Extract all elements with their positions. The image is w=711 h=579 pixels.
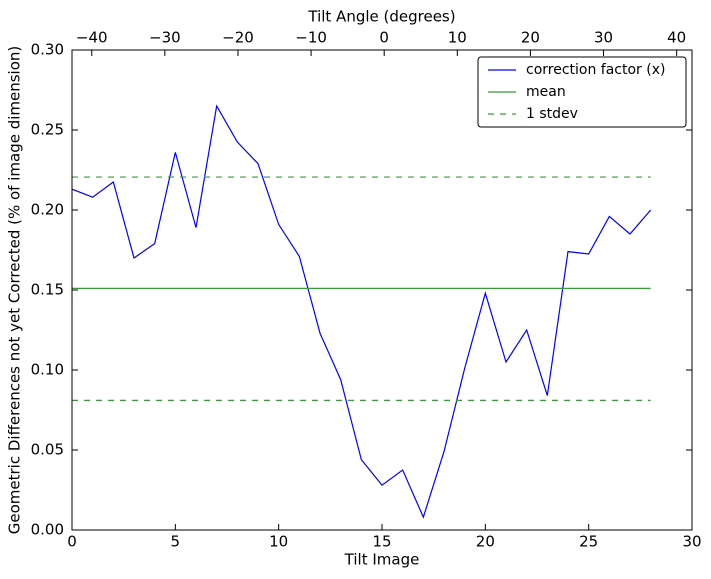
x2-tick-label: 20 [521,29,540,47]
plot-frame [71,49,693,531]
x2-tick-label: 30 [594,29,613,47]
y-tick-label: 0.00 [31,521,64,539]
legend: correction factor (x) mean 1 stdev [477,56,687,128]
x2-tick-label: 40 [667,29,686,47]
x-axis-label: Tilt Image [344,551,420,569]
x2-tick-label: −20 [222,29,254,47]
y-tick-label: 0.10 [31,361,64,379]
x-tick-label: 15 [372,533,391,551]
x2-tick-label: −30 [149,29,181,47]
x2-tick-label: −40 [76,29,108,47]
y-tick-label: 0.15 [31,281,64,299]
legend-label: mean [526,84,566,100]
legend-box [477,56,687,128]
x-tick-label: 5 [171,533,181,551]
y-tick-label: 0.25 [31,121,64,139]
x-tick-label: 0 [67,533,77,551]
y-axis-label: Geometric Differences not yet Corrected … [6,46,24,535]
y-tick-label: 0.20 [31,201,64,219]
x2-tick-label: −10 [295,29,327,47]
x2-tick-label: 0 [379,29,389,47]
x-tick-label: 30 [682,533,701,551]
legend-label: correction factor (x) [526,62,665,78]
top-axis-label: Tilt Angle (degrees) [307,8,455,26]
y-tick-label: 0.05 [31,441,64,459]
x-tick-label: 20 [476,533,495,551]
x-tick-label: 25 [579,533,598,551]
x-tick-label: 10 [269,533,288,551]
y-tick-label: 0.30 [31,41,64,59]
x2-tick-label: 10 [448,29,467,47]
legend-label: 1 stdev [526,106,578,122]
data-line [71,104,652,519]
